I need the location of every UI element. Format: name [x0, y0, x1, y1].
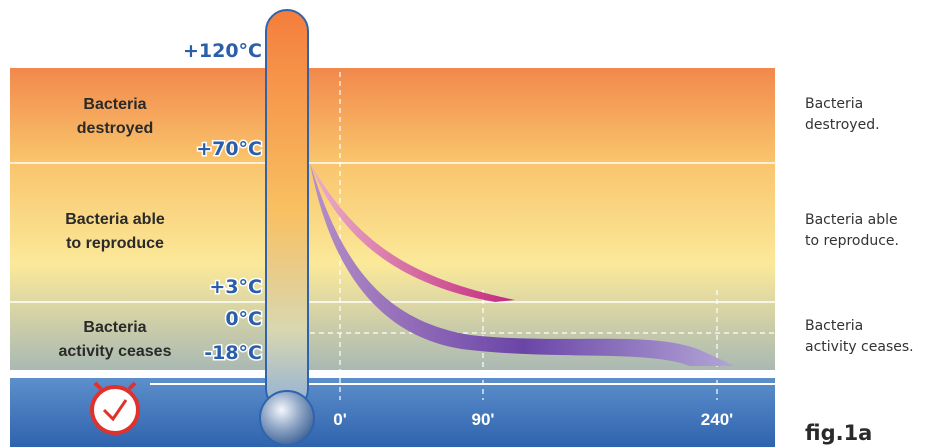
temperature-label: 0°C [225, 308, 262, 330]
zone-label: Bacteria able [65, 211, 165, 228]
zone-description: to reproduce. [805, 233, 899, 249]
zone-label: activity ceases [59, 343, 172, 360]
figure-label: fig.1a [805, 421, 872, 445]
zone-description: activity ceases. [805, 339, 914, 355]
zone-label: Bacteria [83, 96, 146, 113]
time-label: 0' [333, 410, 347, 429]
clock-icon [90, 381, 140, 435]
temperature-label: -18°C [204, 342, 262, 364]
thermometer-bulb [259, 390, 315, 446]
zone-label: destroyed [77, 120, 153, 137]
separator [10, 370, 775, 378]
thermometer [265, 9, 309, 411]
temperature-label: +70°C [196, 138, 262, 160]
zone-label: to reproduce [66, 235, 164, 252]
zone-description: Bacteria [805, 96, 863, 112]
cooling-curve [310, 163, 515, 302]
zone-description: destroyed. [805, 117, 880, 133]
time-label: 240' [701, 410, 733, 429]
zone-description: Bacteria able [805, 212, 898, 228]
time-label: 90' [472, 410, 495, 429]
temperature-label: +3°C [209, 276, 262, 298]
temperature-label: +120°C [183, 40, 262, 62]
zone-description: Bacteria [805, 318, 863, 334]
zone-label: Bacteria [83, 319, 146, 336]
